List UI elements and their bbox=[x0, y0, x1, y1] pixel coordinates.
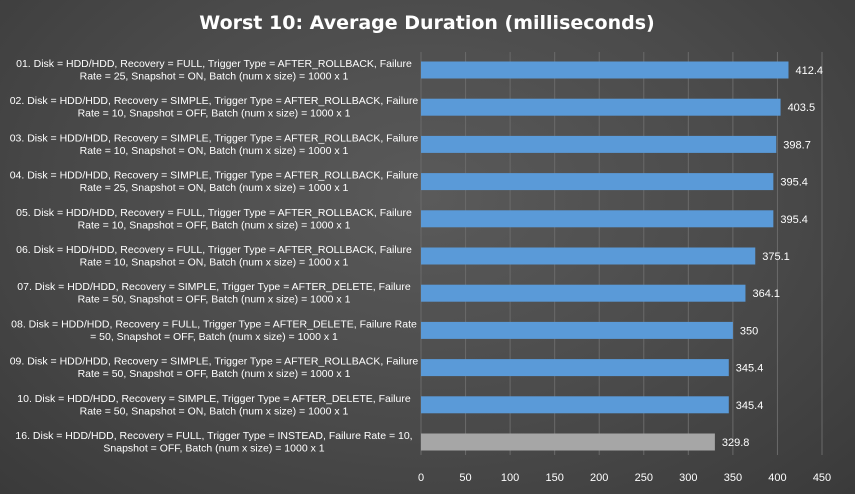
category-label: 08. Disk = HDD/HDD, Recovery = FULL, Tri… bbox=[11, 318, 417, 343]
category-label: 03. Disk = HDD/HDD, Recovery = SIMPLE, T… bbox=[10, 132, 419, 157]
category-label: 06. Disk = HDD/HDD, Recovery = FULL, Tri… bbox=[16, 244, 412, 269]
x-tick-label: 0 bbox=[418, 472, 424, 484]
data-label: 364.1 bbox=[752, 288, 780, 300]
data-label: 345.4 bbox=[736, 363, 764, 375]
category-label: 16. Disk = HDD/HDD, Recovery = FULL, Tri… bbox=[15, 430, 412, 455]
category-label: 04. Disk = HDD/HDD, Recovery = SIMPLE, T… bbox=[10, 170, 419, 195]
bar bbox=[421, 98, 781, 116]
data-label: 403.5 bbox=[788, 102, 816, 114]
x-tick-label: 300 bbox=[679, 472, 697, 484]
bar bbox=[421, 210, 774, 228]
data-label: 350 bbox=[740, 325, 758, 337]
data-label: 329.8 bbox=[722, 437, 750, 449]
bar bbox=[421, 173, 774, 191]
bars bbox=[421, 61, 789, 451]
category-label: 09. Disk = HDD/HDD, Recovery = SIMPLE, T… bbox=[10, 356, 419, 381]
data-labels: 412.4 403.5 398.7 395.4 395.4 375.1 364.1 350 34… bbox=[722, 65, 823, 449]
data-label: 398.7 bbox=[783, 139, 811, 151]
data-label: 375.1 bbox=[762, 251, 790, 263]
bar bbox=[421, 61, 789, 79]
category-labels: 01. Disk = HDD/HDD, Recovery = FULL, Tri… bbox=[10, 58, 419, 455]
x-tick-label: 200 bbox=[590, 472, 608, 484]
bar bbox=[421, 321, 733, 339]
bar bbox=[421, 135, 777, 153]
data-label: 395.4 bbox=[780, 177, 808, 189]
x-tick-label: 250 bbox=[635, 472, 653, 484]
category-label: 05. Disk = HDD/HDD, Recovery = FULL, Tri… bbox=[16, 207, 412, 232]
bar bbox=[421, 359, 729, 377]
category-label: 10. Disk = HDD/HDD, Recovery = SIMPLE, T… bbox=[17, 393, 411, 418]
x-tick-label: 150 bbox=[545, 472, 563, 484]
x-tick-label: 50 bbox=[459, 472, 471, 484]
x-tick-label: 400 bbox=[768, 472, 786, 484]
bar bbox=[421, 247, 756, 265]
chart-title: Worst 10: Average Duration (milliseconds… bbox=[199, 12, 654, 34]
x-tick-label: 450 bbox=[813, 472, 831, 484]
data-label: 395.4 bbox=[780, 214, 808, 226]
bar bbox=[421, 396, 729, 414]
bar bbox=[421, 284, 746, 302]
data-label: 412.4 bbox=[795, 65, 823, 77]
category-label: 02. Disk = HDD/HDD, Recovery = SIMPLE, T… bbox=[10, 95, 419, 120]
x-tick-label: 350 bbox=[724, 472, 742, 484]
category-label: 01. Disk = HDD/HDD, Recovery = FULL, Tri… bbox=[16, 58, 412, 83]
x-axis-ticks: 0 50 100 150 200 250 300 350 400 450 bbox=[418, 472, 831, 484]
data-label: 345.4 bbox=[736, 400, 764, 412]
category-label: 07. Disk = HDD/HDD, Recovery = SIMPLE, T… bbox=[17, 281, 411, 306]
bar bbox=[421, 433, 715, 451]
x-tick-label: 100 bbox=[501, 472, 519, 484]
